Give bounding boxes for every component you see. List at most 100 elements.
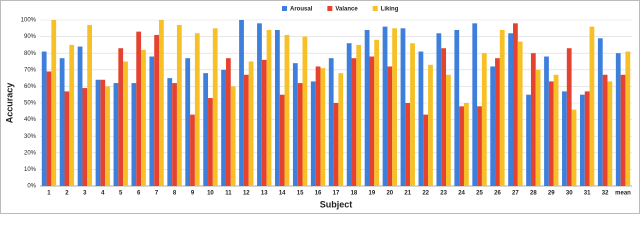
bar [118,48,124,186]
x-tick-label: 6 [137,191,141,197]
x-tick-label: 29 [548,191,555,197]
bar [607,81,613,186]
x-tick-label: 25 [476,191,483,197]
bar [495,58,500,186]
bar [490,66,496,186]
legend-swatch [327,6,333,11]
bar [261,59,267,187]
legend-label: Liking [381,7,399,13]
bar [292,63,298,186]
x-tick-label: 23 [440,191,447,197]
bar [302,36,308,186]
bar [333,103,339,186]
bar [620,74,626,186]
x-tick-label: 15 [297,191,304,197]
legend-swatch [282,6,287,11]
bar [64,91,70,186]
bar [459,106,464,186]
bar [535,69,541,186]
bar [87,24,93,187]
chart: Accuracy Subject 0% 10% 20% 30% 40% 50% 60% 70%… [0,0,640,214]
bar [176,24,182,187]
y-tick-label: 60% [24,84,37,90]
x-tick-label: 30 [566,191,573,197]
bar [526,94,531,186]
x-tick-label: 19 [369,191,376,197]
bar [113,83,119,186]
bar [405,103,411,186]
bar [212,28,218,186]
bar [625,51,631,186]
bar [446,74,451,186]
page: Accuracy Subject 0% 10% 20% 30% 40% 50% 60% 70%… [0,0,640,214]
x-tick-label: 3 [83,191,87,197]
bar [136,31,142,187]
bar [243,74,249,186]
legend-label: Arousal [290,7,313,13]
bar [297,83,303,186]
bar [105,86,110,186]
x-tick-label: 22 [422,191,429,197]
bar [530,53,536,187]
bar [225,58,231,186]
legend-swatch [372,6,378,11]
bar [239,20,244,186]
bar [477,106,482,186]
bar [158,20,164,186]
bar [481,53,487,187]
bar [230,86,236,186]
bar [167,78,173,186]
bar [364,29,370,187]
y-tick-label: 0% [27,184,36,190]
bar [328,58,334,186]
y-axis-title: Accuracy [4,83,14,124]
bar [279,94,285,186]
bar [194,33,200,186]
x-tick-label: 17 [333,191,340,197]
x-tick-label: 8 [173,191,177,197]
bar [356,44,362,187]
bar [315,66,321,186]
bar [499,29,505,187]
x-tick-label: 10 [207,191,214,197]
x-tick-label: 27 [512,191,519,197]
bar [208,98,213,186]
bar [51,20,57,186]
x-tick-label: 13 [261,191,268,197]
x-tick-label: 7 [155,191,159,197]
y-tick-label: 20% [24,150,37,156]
x-tick-label: 24 [458,191,465,197]
bar [59,58,65,186]
x-tick-label: mean [615,191,631,197]
bar [320,68,326,186]
bar [310,81,316,186]
bar [571,109,577,186]
bar [374,39,380,186]
x-tick-label: 20 [386,191,393,197]
bar [190,114,195,186]
bar [387,66,393,186]
x-tick-label: 4 [101,191,105,197]
bar [553,74,559,186]
bar [400,28,406,186]
x-tick-label: 18 [351,191,358,197]
bar [423,114,429,186]
bar [154,34,159,186]
bar [77,46,83,187]
x-tick-label: 31 [584,191,591,197]
bar [284,34,290,186]
bar [562,91,567,186]
x-tick-label: 9 [191,191,195,197]
bar [602,74,608,186]
bar [566,48,572,186]
x-tick-label: 12 [243,191,250,197]
bar [203,73,209,186]
bar [615,53,621,187]
bar [69,44,75,187]
bar [517,41,523,186]
x-tick-label: 11 [225,191,232,197]
bar [410,43,415,186]
bar [472,23,478,186]
bar [266,29,272,187]
bar [508,33,514,186]
